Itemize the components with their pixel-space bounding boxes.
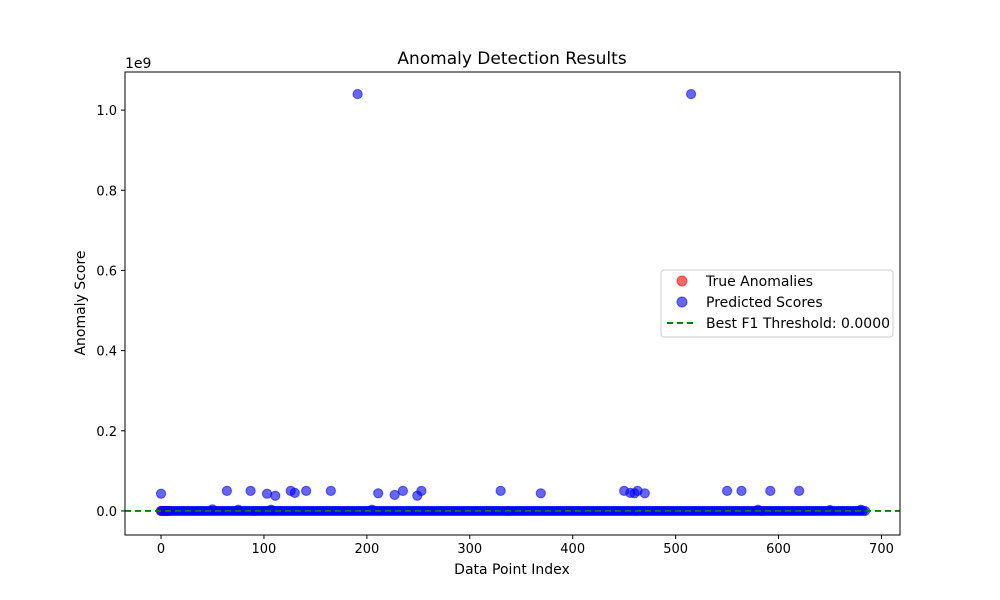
legend-box [660,269,894,338]
predicted-score-point [207,504,218,515]
x-tick-label: 0 [157,542,165,557]
x-tick-label: 300 [457,542,482,557]
predicted-score-point [270,490,281,501]
predicted-score-point [301,485,312,497]
x-axis-label: Data Point Index [454,562,570,578]
x-tick-label: 500 [663,542,688,557]
predicted-score-point [325,485,336,497]
data-marks [125,88,900,517]
plot-area [125,88,900,517]
x-tick-label: 100 [252,542,277,557]
x-tick-label: 600 [766,542,791,557]
predicted-score-point [639,488,650,499]
predicted-score-point [794,485,805,497]
predicted-score-point [245,485,256,497]
chart-title: Anomaly Detection Results [397,49,626,69]
x-tick-label: 400 [560,542,585,557]
y-axis: 0.0 0.2 0.4 0.6 0.8 1.0 [96,104,125,520]
predicted-score-point [397,485,408,497]
predicted-score-point [535,488,546,499]
y-tick-label: 0.4 [96,345,117,360]
x-tick-label: 200 [354,542,379,557]
predicted-score-point [289,487,300,499]
predicted-score-point [721,485,733,497]
predicted-score-point [233,504,244,515]
predicted-score-point [855,504,866,515]
y-offset-text: 1e9 [125,56,151,72]
predicted-score-point [495,485,506,497]
predicted-score-point [261,488,273,499]
predicted-score-point [736,485,747,497]
legend-marker-true-anomalies [676,275,688,287]
legend-label-predicted-scores: Predicted Scores [706,295,823,311]
predicted-score-point [155,488,167,499]
y-tick-label: 0.2 [96,425,117,440]
predicted-score-point [352,88,363,100]
predicted-score-point [389,489,400,501]
predicted-score-point [366,504,378,515]
predicted-score-point [373,488,384,499]
predicted-score-point [765,485,776,497]
predicted-score-point [221,485,232,497]
predicted-score-point [752,504,764,515]
legend-label-threshold: Best F1 Threshold: 0.0000 [706,316,890,332]
predicted-score-point [266,504,277,515]
legend-label-true-anomalies: True Anomalies [705,274,813,290]
y-axis-label: Anomaly Score [73,250,89,355]
x-tick-label: 700 [869,542,894,557]
y-tick-label: 1.0 [96,104,117,119]
plot-frame [124,71,901,536]
y-tick-label: 0.0 [96,505,117,520]
predicted-score-point [416,485,427,497]
predicted-score-point [685,88,697,100]
y-tick-label: 0.6 [96,264,117,279]
y-tick-label: 0.8 [96,184,117,199]
x-axis: 0 100 200 300 400 500 600 700 [157,535,894,557]
legend-marker-predicted-scores [676,296,688,308]
legend: True Anomalies Predicted Scores Best F1 … [660,269,894,338]
